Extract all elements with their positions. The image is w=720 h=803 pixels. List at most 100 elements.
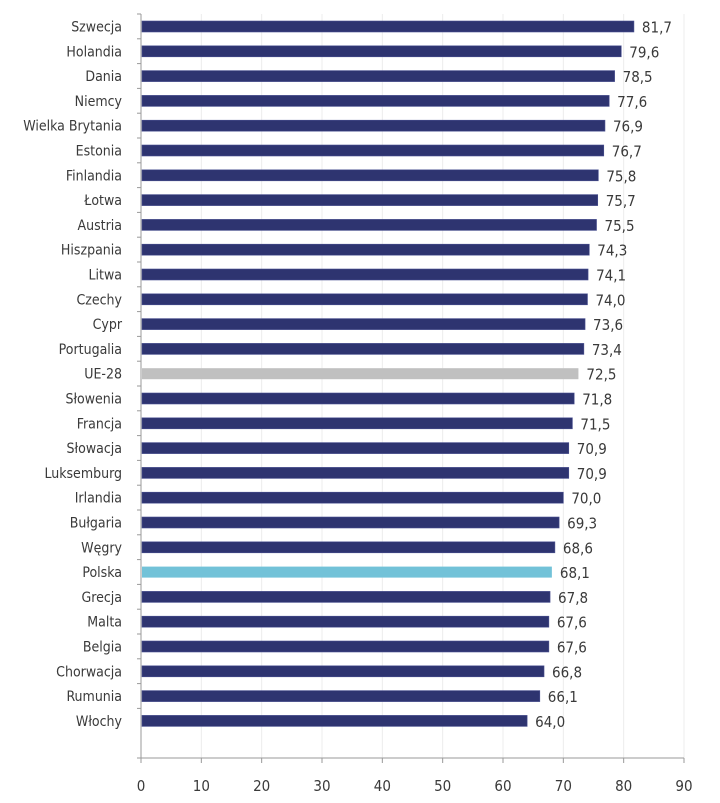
x-tick-label: 20 — [253, 777, 270, 795]
value-label: 76,9 — [613, 118, 643, 136]
value-label: 73,6 — [593, 316, 623, 334]
category-label: Luksemburg — [44, 466, 122, 482]
bar-hiszpania — [141, 243, 590, 256]
value-label: 74,3 — [597, 242, 627, 260]
category-label: Litwa — [89, 268, 122, 284]
bar-belgia — [141, 640, 550, 653]
value-label: 64,0 — [535, 713, 565, 731]
bar-łotwa — [141, 194, 599, 206]
value-label: 78,5 — [623, 68, 653, 86]
value-label: 75,7 — [606, 192, 636, 210]
value-label: 74,0 — [595, 291, 625, 309]
category-label: Estonia — [76, 144, 122, 160]
category-label: UE-28 — [84, 367, 122, 383]
x-tick-label: 40 — [374, 777, 391, 795]
category-label: Polska — [82, 565, 122, 581]
category-label: Belgia — [83, 640, 122, 656]
category-label: Czechy — [76, 292, 122, 308]
bar-austria — [141, 219, 597, 231]
x-tick-label: 0 — [137, 777, 146, 795]
bar-holandia — [141, 45, 622, 58]
category-label: Szwecja — [71, 20, 122, 36]
bar-włochy — [141, 715, 528, 727]
category-label: Francja — [77, 416, 122, 432]
bar-rumunia — [141, 690, 541, 702]
x-tick-label: 10 — [193, 777, 210, 795]
category-label: Wielka Brytania — [23, 119, 122, 135]
value-label: 75,5 — [605, 217, 635, 235]
category-label: Cypr — [93, 317, 123, 333]
value-label: 70,0 — [571, 490, 601, 508]
value-label: 71,5 — [580, 415, 610, 433]
bar-irlandia — [141, 491, 564, 504]
x-tick-label: 50 — [434, 777, 451, 795]
category-label: Niemcy — [75, 94, 123, 110]
bar-portugalia — [141, 343, 585, 355]
gridlines — [200, 14, 685, 758]
value-label: 70,9 — [577, 440, 607, 458]
bar-grecja — [141, 591, 551, 603]
bar-polska — [142, 566, 552, 578]
x-tick-label: 30 — [313, 777, 330, 795]
bar-chorwacja — [141, 665, 545, 678]
bar-estonia — [141, 144, 605, 157]
value-label: 69,3 — [567, 515, 597, 533]
value-labels: 81,7 79,6 78,5 77,6 76,9 76,7 75,8 75,7 75,5 74,3… — [535, 19, 672, 731]
value-label: 70,9 — [577, 465, 607, 483]
value-label: 71,8 — [582, 391, 612, 409]
bar-wielka-brytania — [141, 119, 606, 132]
category-label: Rumunia — [66, 689, 122, 705]
category-label: Bułgaria — [70, 516, 122, 532]
value-label: 74,1 — [596, 267, 626, 285]
x-tick-label: 60 — [494, 777, 511, 795]
bar-cypr — [141, 318, 586, 330]
category-label: Słowenia — [65, 392, 122, 408]
category-label: Węgry — [81, 540, 122, 556]
category-label: Holandia — [66, 44, 122, 60]
bar-francja — [141, 417, 573, 430]
x-tick-label: 70 — [555, 777, 572, 795]
value-label: 67,6 — [557, 614, 587, 632]
value-label: 77,6 — [617, 93, 647, 111]
bar-litwa — [141, 268, 589, 281]
bar-luksemburg — [141, 467, 570, 479]
value-label: 73,4 — [592, 341, 622, 359]
category-label: Łotwa — [83, 193, 122, 209]
value-label: 66,1 — [548, 688, 578, 706]
category-label: Finlandia — [66, 168, 122, 184]
value-label: 81,7 — [642, 19, 672, 37]
axes: 0 10 20 30 40 50 60 70 80 90 — [137, 13, 693, 795]
value-label: 67,8 — [558, 589, 588, 607]
value-label: 68,6 — [563, 539, 593, 557]
x-tick-label: 90 — [675, 777, 692, 795]
bar-dania — [141, 70, 615, 82]
value-label: 66,8 — [552, 663, 582, 681]
x-tick-label: 80 — [615, 777, 632, 795]
bar-niemcy — [141, 95, 610, 107]
bar-malta — [141, 615, 550, 628]
category-label: Grecja — [81, 590, 122, 606]
category-label: Austria — [78, 218, 123, 234]
category-label: Słowacja — [67, 441, 122, 457]
category-label: Włochy — [76, 714, 123, 730]
category-labels: Szwecja Holandia Dania Niemcy Wielka Brytani… — [23, 20, 123, 730]
bar-finlandia — [141, 169, 599, 182]
value-label: 72,5 — [586, 366, 616, 384]
category-label: Chorwacja — [56, 664, 122, 680]
value-label: 68,1 — [560, 564, 590, 582]
value-label: 67,6 — [557, 639, 587, 657]
category-label: Portugalia — [59, 342, 122, 358]
bar-słowenia — [141, 392, 575, 405]
category-label: Irlandia — [75, 491, 122, 507]
bar-czechy — [141, 293, 588, 306]
value-label: 79,6 — [629, 43, 659, 61]
bar-węgry — [141, 541, 556, 554]
category-label: Malta — [87, 615, 122, 631]
bars — [141, 20, 635, 727]
bar-słowacja — [141, 442, 570, 454]
bar-szwecja — [141, 20, 635, 33]
bar-ue-28 — [142, 368, 579, 380]
bar-bułgaria — [141, 516, 560, 529]
category-label: Hiszpania — [61, 243, 122, 259]
